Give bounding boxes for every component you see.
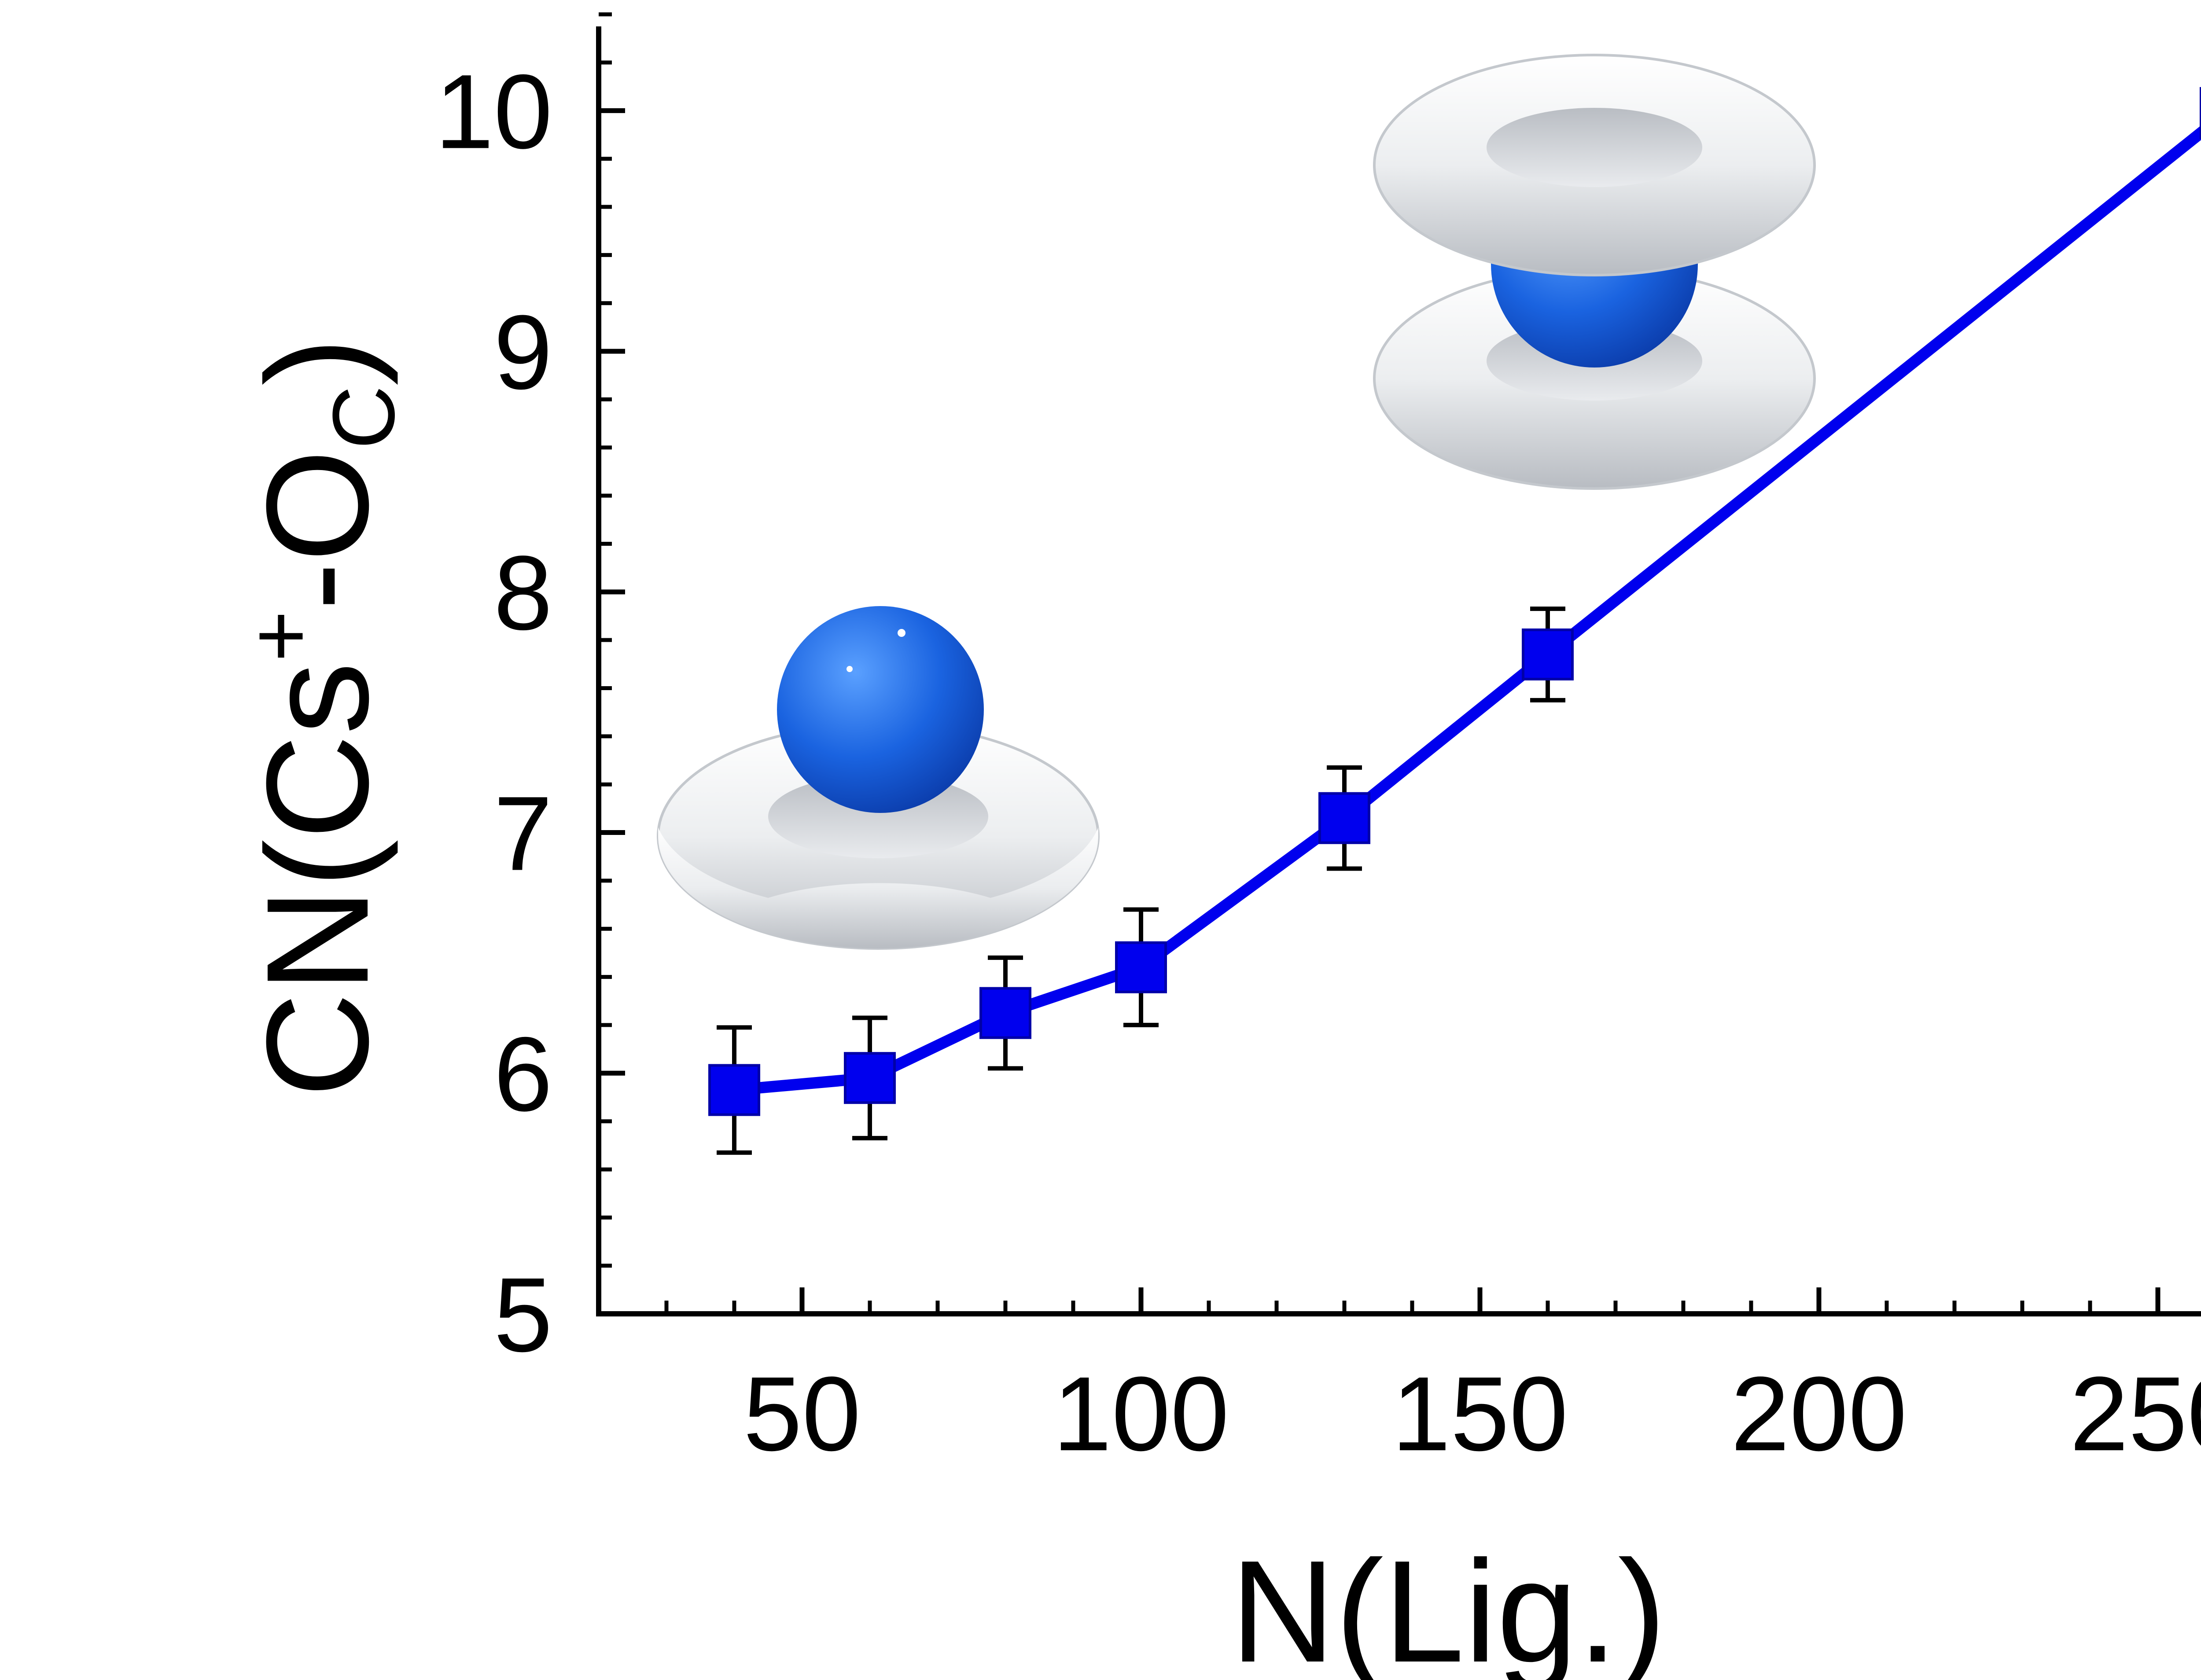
x-tick-label: 100: [1053, 1355, 1229, 1473]
series-cn: [708, 87, 2201, 1155]
y-tick-label: 10: [435, 52, 552, 170]
data-point: [844, 1052, 896, 1104]
y-axis-title-suffix: ): [236, 337, 399, 386]
ring-upper: [1373, 54, 1816, 276]
data-point: [1318, 792, 1370, 844]
y-axis-title-subscript: C: [315, 386, 413, 449]
data-point: [708, 1064, 760, 1116]
y-tick-label: 9: [494, 293, 552, 411]
sphere-on-ring-illustration: [657, 606, 1100, 950]
y-tick-label: 8: [494, 534, 552, 652]
tick-labels: 50 100 150 200 250 5 6 7 8 9 10: [435, 52, 2201, 1473]
ring-front: [658, 827, 1098, 948]
data-point: [1522, 628, 1574, 680]
sphere-between-rings-illustration: [1373, 54, 1816, 490]
series-line: [733, 125, 2201, 1096]
data-point: [1115, 941, 1167, 993]
y-axis-title-prefix: CN(Cs: [236, 662, 399, 1098]
y-tick-label: 6: [494, 1015, 552, 1133]
x-tick-label: 250: [2070, 1355, 2201, 1473]
y-axis-title: CN(Cs+-OC): [231, 337, 413, 1098]
x-tick-label: 50: [743, 1355, 861, 1473]
x-tick-label: 200: [1731, 1355, 1907, 1473]
data-point: [979, 987, 1031, 1039]
y-tick-label: 7: [494, 775, 552, 893]
x-axis-title: N(Lig.): [1230, 1530, 1666, 1680]
x-tick-label: 150: [1392, 1355, 1568, 1473]
sphere: [777, 606, 984, 813]
y-axis-title-middle: -O: [236, 449, 398, 611]
axes: [596, 12, 2201, 1316]
y-tick-label: 5: [494, 1256, 552, 1374]
y-axis-title-superscript: +: [231, 610, 329, 662]
